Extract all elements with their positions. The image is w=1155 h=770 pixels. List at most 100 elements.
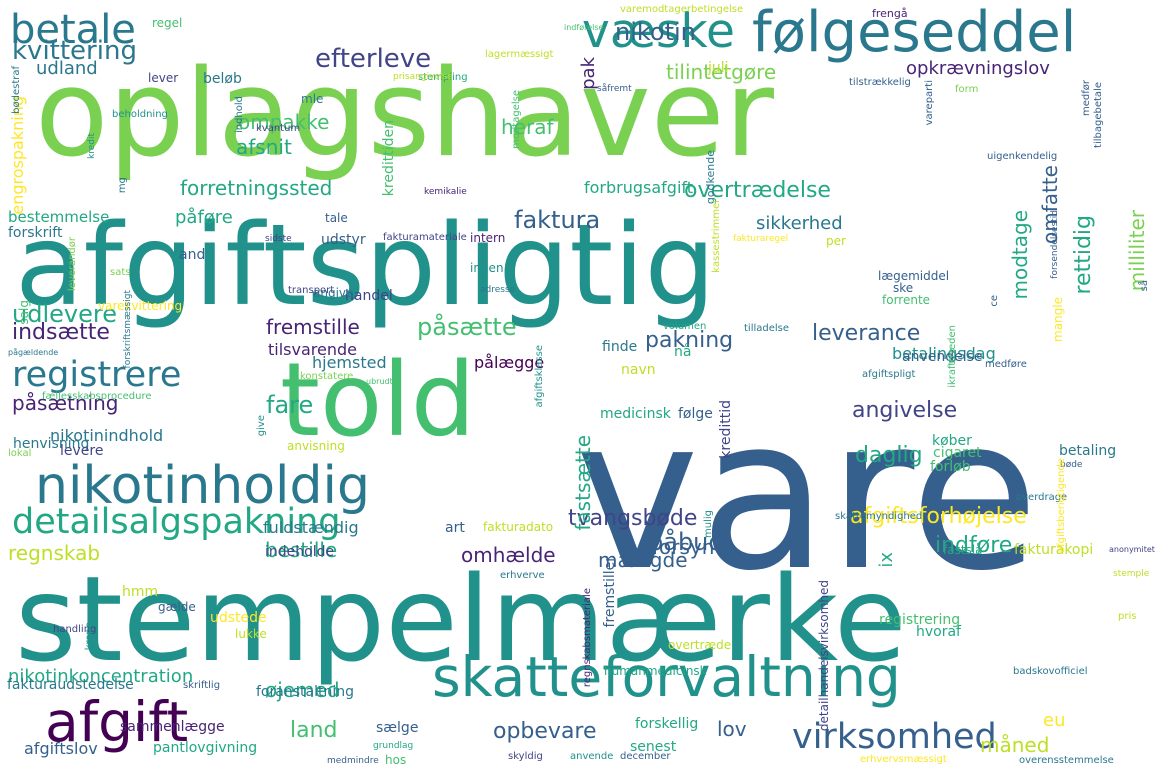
cloud-word: bestemmelse [8,208,110,226]
cloud-word: opbevare [493,719,597,744]
cloud-word: øjemed [265,678,340,702]
cloud-word: vareparti [924,80,935,126]
cloud-word: forsyn [652,535,715,559]
cloud-word: beholdning [112,109,168,120]
cloud-word: fakturamateriale [383,232,467,243]
cloud-word: medicinsk [600,406,671,422]
cloud-word: nikotinkoncentration [8,666,194,687]
cloud-word: indhold [234,96,245,134]
cloud-word: afgift [45,690,189,754]
cloud-word: afgiftsberigtigende [1056,458,1067,554]
cloud-word: detailsalgspakning [12,502,341,542]
cloud-word: lukke [235,627,267,641]
cloud-word: forskriftsmæssigt [123,290,133,369]
cloud-word: oplagshaver [35,45,774,184]
cloud-word: konstatere [300,371,354,382]
cloud-word: nikotin [615,18,696,46]
cloud-word: ikrafttræden [947,325,958,388]
cloud-word: følge [678,406,713,422]
cloud-word: afgiftsklasse [534,345,545,408]
cloud-word: såfremt [597,84,632,94]
cloud-word: kvantum [256,123,301,134]
cloud-word: indføre [935,533,1013,558]
cloud-word: skattemyndighed [835,511,923,522]
cloud-word: skatteforvaltning [432,645,901,709]
cloud-word: opkrævningslov [906,58,1050,79]
cloud-word: told [280,341,476,460]
cloud-word: betale [10,7,136,53]
cloud-word: køber [932,433,972,449]
cloud-word: så [1139,280,1150,292]
cloud-word: mg [117,177,128,194]
cloud-word: forskrift [8,225,63,241]
cloud-word: fællesskabsprocedure [42,391,152,402]
cloud-word: efterleve [315,44,432,74]
cloud-word: lokal [8,448,32,459]
cloud-word: varemodtagerbetingelse [620,4,744,15]
cloud-word: daglig [855,443,923,468]
cloud-word: lov [717,717,747,741]
cloud-word: volumen [663,321,707,332]
cloud-word: lagermæssigt [485,49,554,60]
cloud-word: december [620,751,671,762]
cloud-word: overensstemmelse [1019,755,1114,766]
cloud-word: regel [152,16,183,30]
cloud-word: forsendelsestid [1050,210,1060,279]
cloud-word: juli [708,60,729,76]
cloud-word: betalingsdag [892,344,996,363]
cloud-word: tale [325,211,348,225]
cloud-word: bødestraf [11,66,22,114]
cloud-word: rettidig [1071,215,1096,295]
cloud-word: tilintetgøre [666,60,777,84]
cloud-word: tvangsbøde [568,506,698,531]
cloud-word: frengå [872,7,908,20]
cloud-word: betaling [1059,443,1117,459]
cloud-word: salg [17,300,31,325]
cloud-word: finde [602,339,638,355]
cloud-word: indførelse [564,23,604,32]
cloud-word: senest [630,739,677,755]
cloud-word: kassestrimmel [711,200,722,273]
cloud-word: lever [148,71,179,85]
cloud-word: detailhandelsvirksomhed [817,580,831,732]
cloud-word: indeholde [265,544,335,560]
cloud-word: forløb [930,459,971,475]
cloud-word: udland [36,58,98,79]
cloud-word: handling [53,624,97,635]
cloud-word: regnskabsmateriale [582,588,593,688]
cloud-word: varekvittering [98,299,183,313]
cloud-word: bøde [1060,460,1083,470]
cloud-word: kredittiden [381,120,397,197]
cloud-word: pålægge [474,353,545,372]
cloud-word: pakning [645,328,734,353]
cloud-word: stempling [418,72,468,83]
cloud-word: pris [1118,611,1137,622]
cloud-word: grundlag [373,741,414,751]
cloud-word: nikotinholdig [35,456,370,516]
cloud-word: overtrædelse [684,178,831,203]
cloud-word: fakturaregel [733,234,789,244]
cloud-word: regnskab [8,541,101,565]
cloud-word: anvendelse [902,349,983,365]
cloud-word: land [290,718,338,743]
cloud-word: mulig [703,510,714,538]
cloud-word: eu [1043,710,1066,731]
cloud-word: and [179,247,206,263]
cloud-word: nikotinindhold [50,426,164,445]
cloud-word: give [256,415,267,437]
cloud-word: gælde [158,600,196,614]
cloud-word: pantlovgivning [153,740,258,756]
cloud-word: tilstrækkelig [849,77,911,88]
cloud-word: mangle [1051,297,1065,342]
cloud-word: nå [674,344,692,360]
cloud-word: kredittid [718,400,734,459]
cloud-word: badskovofficiel [1013,666,1088,677]
cloud-word: fremstiller [602,556,618,628]
cloud-word: forretningssted [180,176,333,200]
cloud-word: omhælde [461,543,556,567]
cloud-word: heraf [501,115,554,139]
cloud-word: udstede [210,610,267,626]
cloud-word: måned [980,733,1050,757]
cloud-word: forrente [882,293,931,307]
